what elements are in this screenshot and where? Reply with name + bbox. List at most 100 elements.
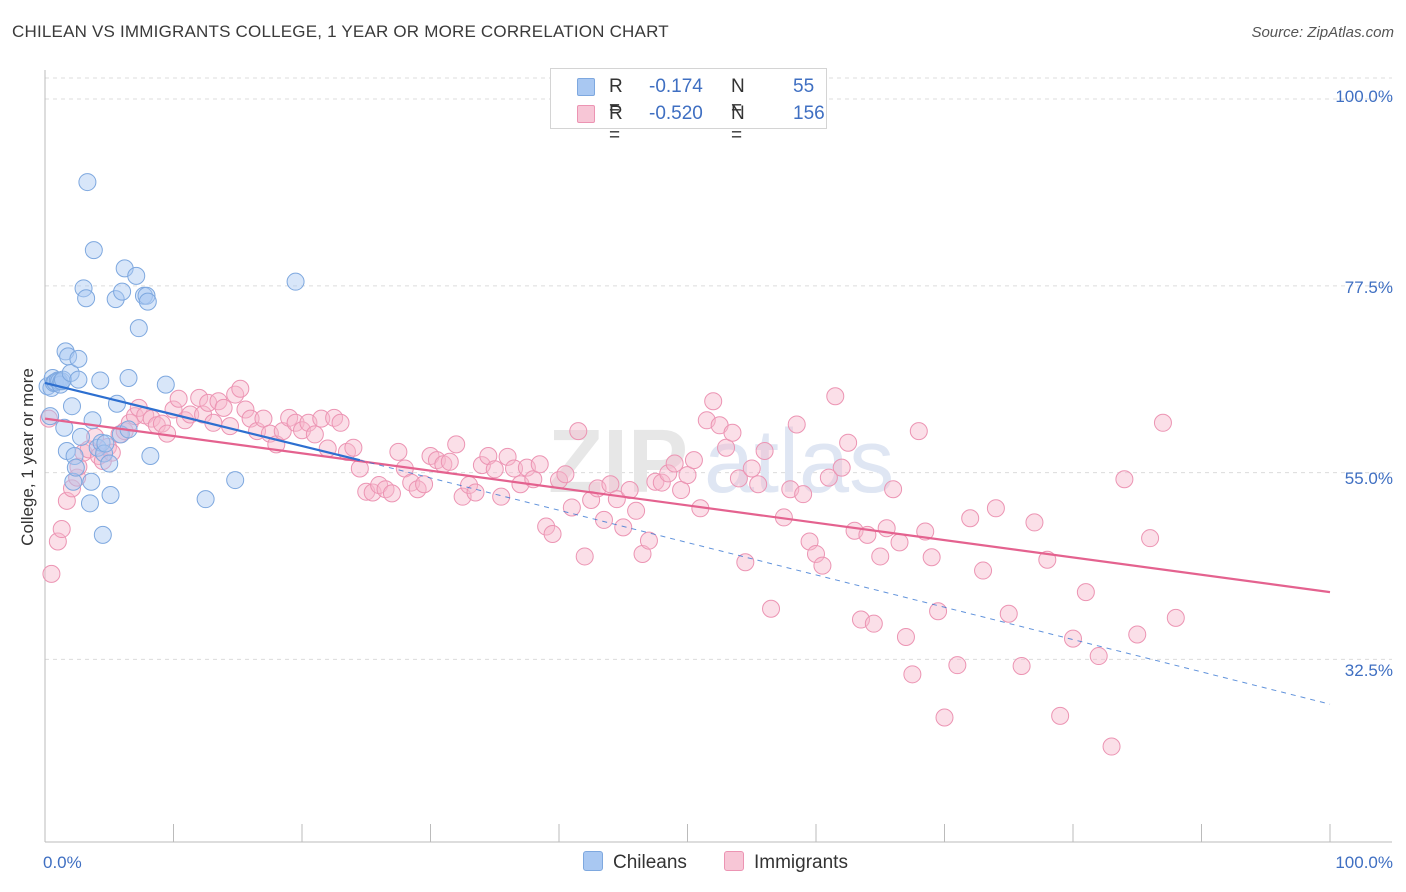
y-tick-label: 77.5% (1344, 278, 1393, 297)
immigrants-point (575, 547, 594, 566)
chileans-point (82, 472, 101, 491)
chileans-point (156, 375, 175, 394)
immigrants-point (214, 398, 233, 417)
chileans-point (100, 454, 119, 473)
immigrants-point (1115, 470, 1134, 489)
immigrants-point (742, 459, 761, 478)
chileans-point (95, 444, 114, 463)
immigrants-point (749, 475, 768, 494)
correlation-legend: R = -0.174 N = 55 R = -0.520 N = 156 (550, 68, 827, 146)
chileans-point (55, 418, 74, 437)
immigrants-point (331, 413, 350, 432)
immigrants-point (813, 556, 832, 575)
immigrants-point (62, 479, 81, 498)
immigrants-point (485, 460, 504, 479)
immigrants-point (1102, 737, 1121, 756)
y-axis-label: College, 1 year or more (18, 368, 37, 546)
immigrants-swatch (724, 851, 744, 871)
chileans-points (38, 173, 305, 544)
legend-item-immigrants[interactable]: Immigrants (724, 851, 848, 874)
r-value: -0.520 (649, 103, 703, 124)
immigrants-point (492, 487, 511, 506)
chileans-point (80, 494, 99, 513)
immigrants-point (226, 385, 245, 404)
immigrants-point (922, 548, 941, 567)
r-value: -0.174 (649, 76, 703, 97)
immigrants-point (999, 604, 1018, 623)
chileans-point (119, 368, 138, 387)
watermark-atlas: atlas (704, 412, 894, 512)
trend-lines (44, 381, 1331, 705)
chileans-point (91, 371, 110, 390)
y-tick-label: 55.0% (1344, 469, 1393, 488)
immigrants-point (755, 442, 774, 461)
chileans-point (113, 282, 132, 301)
x-tick-label: 0.0% (43, 853, 82, 872)
immigrants-point (974, 561, 993, 580)
chileans-point (96, 434, 115, 453)
immigrants-point (169, 389, 188, 408)
immigrants-point (389, 442, 408, 461)
immigrants-point (543, 525, 562, 544)
immigrants-point (807, 544, 825, 563)
immigrants-point (1051, 706, 1070, 725)
chileans-point (127, 266, 146, 285)
immigrants-point (627, 501, 646, 520)
chileans-point (286, 272, 305, 291)
immigrants-point (961, 509, 980, 528)
immigrants-point (152, 414, 171, 433)
immigrants-point (530, 455, 549, 474)
immigrants-point (614, 518, 633, 537)
immigrants-point (929, 602, 948, 621)
immigrants-point (819, 468, 838, 487)
chart-title: CHILEAN VS IMMIGRANTS COLLEGE, 1 YEAR OR… (12, 22, 669, 41)
immigrants-point (569, 422, 588, 441)
immigrants-point (231, 379, 250, 398)
legend-item-chileans[interactable]: Chileans (583, 851, 687, 874)
immigrants-point (909, 422, 928, 441)
chileans-point (226, 471, 245, 490)
chileans-point (101, 486, 120, 505)
r-label: R = (609, 76, 623, 119)
chileans-point (106, 290, 125, 309)
immigrants-point (1012, 657, 1031, 676)
chileans-point (65, 447, 84, 465)
immigrants-point (717, 438, 736, 457)
chileans-point (141, 447, 160, 465)
immigrants-point (1089, 647, 1108, 666)
n-label: N = (731, 103, 745, 146)
immigrants-point (42, 564, 61, 583)
immigrants-point (832, 458, 851, 477)
immigrants-point (839, 433, 858, 452)
chileans-point (71, 427, 90, 446)
legend-label: Chileans (613, 852, 687, 873)
immigrants-point (1025, 513, 1044, 532)
chileans-point (62, 397, 81, 416)
chileans-point (41, 407, 60, 426)
immigrants-point (684, 451, 703, 470)
immigrants-point (1153, 413, 1172, 432)
immigrants-point (1166, 608, 1185, 627)
immigrants-point (382, 484, 401, 503)
chileans-point (61, 363, 80, 382)
immigrants-point (736, 553, 755, 572)
immigrants-point (896, 627, 915, 646)
y-tick-label: 32.5% (1344, 661, 1393, 680)
chileans-point (69, 370, 88, 389)
immigrants-point (787, 415, 806, 434)
immigrants-point (440, 452, 459, 471)
chileans-point (196, 490, 215, 509)
chileans-point (107, 394, 126, 413)
immigrants-point (52, 520, 71, 539)
immigrants-point (639, 531, 658, 550)
immigrants-point (1128, 625, 1147, 644)
immigrants-point (704, 392, 723, 411)
immigrants-point (672, 481, 691, 500)
immigrants-point (659, 464, 678, 483)
immigrants-point (729, 469, 748, 488)
x-tick-label: 100.0% (1335, 853, 1393, 872)
immigrants-swatch (577, 105, 595, 123)
r-label: R = (609, 103, 623, 146)
immigrants-point (1076, 583, 1095, 602)
